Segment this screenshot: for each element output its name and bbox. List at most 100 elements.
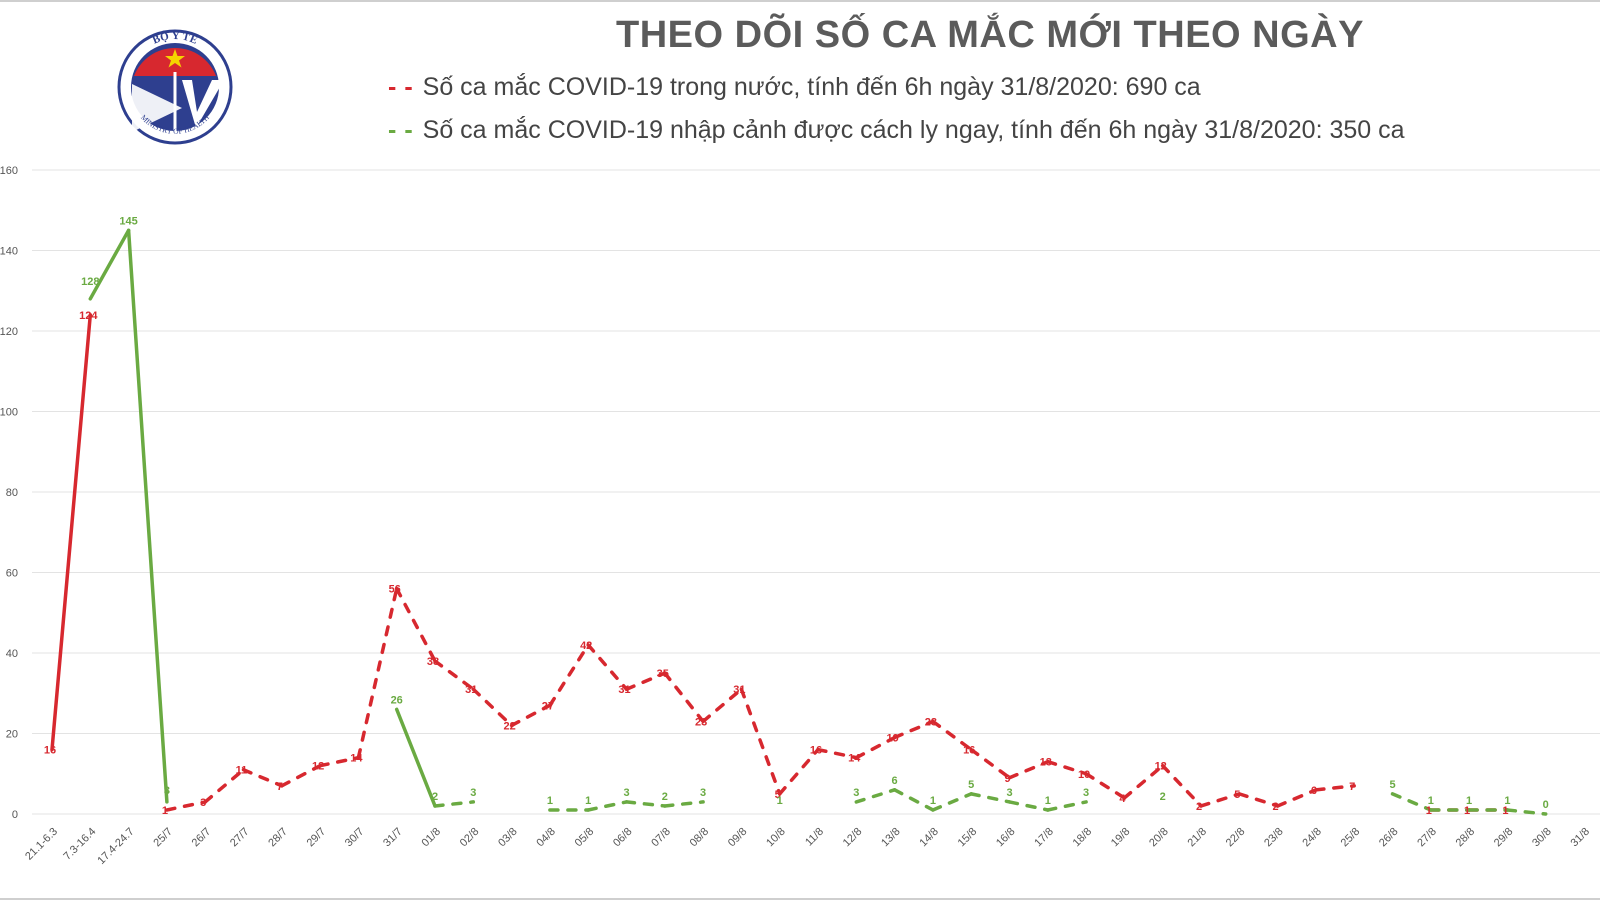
data-label: 6 bbox=[892, 775, 898, 787]
data-label: 2 bbox=[662, 791, 668, 803]
x-tick-label: 10/8 bbox=[764, 826, 788, 850]
y-tick-label: 140 bbox=[0, 246, 18, 258]
y-tick-label: 80 bbox=[6, 487, 18, 499]
data-label: 16 bbox=[810, 745, 822, 757]
x-tick-label: 06/8 bbox=[611, 826, 635, 850]
series-segment bbox=[624, 671, 667, 691]
data-label: 6 bbox=[1311, 785, 1317, 797]
series-segment bbox=[1160, 763, 1203, 808]
series-segment bbox=[1199, 792, 1242, 808]
series-segment bbox=[969, 792, 1012, 804]
series-segment bbox=[356, 586, 399, 760]
data-label: 1 bbox=[162, 805, 168, 817]
series-segment bbox=[663, 800, 705, 808]
data-label: 1 bbox=[1504, 795, 1510, 807]
series-segment bbox=[854, 735, 897, 760]
data-label: 1 bbox=[1464, 805, 1470, 817]
series-segment bbox=[1046, 800, 1088, 812]
series-segment bbox=[471, 687, 514, 728]
data-label: 12 bbox=[312, 761, 324, 773]
logo-text-top: BỘ Y TẾ bbox=[151, 29, 200, 46]
x-tick-label: 14/8 bbox=[917, 826, 941, 850]
data-label: 31 bbox=[618, 684, 630, 696]
x-tick-label: 31/8 bbox=[1568, 826, 1592, 850]
x-tick-label: 09/8 bbox=[726, 826, 750, 850]
series-segment bbox=[663, 671, 705, 724]
data-label: 1 bbox=[930, 795, 936, 807]
data-label: 2 bbox=[432, 791, 438, 803]
series-segment bbox=[931, 792, 973, 812]
data-label: 1 bbox=[1428, 795, 1434, 807]
legend-swatch-imported: -- bbox=[388, 116, 421, 144]
x-tick-label: 16/8 bbox=[994, 826, 1018, 850]
data-label: 27 bbox=[542, 700, 554, 712]
data-label: 11 bbox=[236, 765, 248, 777]
data-label: 0 bbox=[1543, 799, 1549, 811]
series-segment bbox=[816, 747, 859, 760]
series-segment bbox=[586, 643, 629, 691]
x-tick-label: 07/8 bbox=[649, 826, 673, 850]
data-label: 124 bbox=[79, 310, 98, 322]
series-segment bbox=[739, 687, 782, 796]
series-segment bbox=[969, 747, 1012, 780]
series-segment bbox=[1007, 759, 1050, 780]
series-segment bbox=[433, 659, 476, 691]
data-label: 14 bbox=[350, 753, 363, 765]
data-label: 3 bbox=[164, 785, 170, 797]
data-label: 56 bbox=[389, 584, 401, 596]
x-tick-label: 21/8 bbox=[1185, 826, 1209, 850]
data-label: 7 bbox=[1349, 781, 1355, 793]
series-segment bbox=[318, 755, 361, 768]
x-tick-label: 30/8 bbox=[1530, 826, 1554, 850]
legend-label-domestic: Số ca mắc COVID-19 trong nước, tính đến … bbox=[422, 73, 1201, 101]
x-tick-label: 01/8 bbox=[419, 826, 443, 850]
data-label: 2 bbox=[1196, 801, 1202, 813]
x-tick-label: 23/8 bbox=[1262, 826, 1286, 850]
series-segment bbox=[88, 228, 131, 301]
data-label: 3 bbox=[700, 787, 706, 799]
x-tick-label: 28/7 bbox=[266, 826, 290, 850]
series-segment bbox=[509, 703, 552, 728]
series-segment bbox=[50, 313, 93, 752]
series-segment bbox=[1275, 788, 1318, 808]
chart-title: THEO DÕI SỐ CA MẮC MỚI THEO NGÀY bbox=[616, 14, 1364, 56]
series-segment bbox=[1314, 784, 1356, 792]
data-label: 3 bbox=[1083, 787, 1089, 799]
series-segment bbox=[586, 800, 629, 812]
y-tick-label: 160 bbox=[0, 165, 18, 177]
series-segment bbox=[394, 707, 437, 808]
data-label: 2 bbox=[1273, 801, 1279, 813]
data-label: 19 bbox=[886, 733, 898, 745]
data-label: 10 bbox=[1078, 769, 1090, 781]
data-label: 38 bbox=[427, 656, 439, 668]
x-tick-label: 05/8 bbox=[573, 826, 597, 850]
x-tick-label: 29/8 bbox=[1492, 826, 1516, 850]
x-tick-label: 02/8 bbox=[458, 826, 482, 850]
data-label: 5 bbox=[1389, 779, 1395, 791]
data-label: 1 bbox=[585, 795, 591, 807]
x-tick-label: 27/8 bbox=[1415, 826, 1439, 850]
x-tick-label: 24/8 bbox=[1300, 826, 1324, 850]
x-tick-label: 20/8 bbox=[1147, 826, 1171, 850]
data-label: 31 bbox=[465, 684, 477, 696]
y-tick-label: 0 bbox=[12, 809, 18, 821]
x-tick-label: 7.3-16.4 bbox=[61, 826, 98, 863]
series-segment bbox=[394, 586, 437, 663]
series-segment bbox=[126, 228, 169, 804]
x-tick-label: 13/8 bbox=[879, 826, 903, 850]
data-label: 2 bbox=[1160, 791, 1166, 803]
data-label: 16 bbox=[44, 745, 56, 757]
x-tick-label: 18/8 bbox=[1071, 826, 1095, 850]
x-tick-label: 27/7 bbox=[228, 826, 252, 850]
series-segment bbox=[241, 767, 284, 788]
data-label: 3 bbox=[200, 797, 206, 809]
x-tick-label: 12/8 bbox=[841, 826, 865, 850]
data-label: 128 bbox=[81, 276, 99, 288]
x-tick-label: 26/7 bbox=[190, 826, 214, 850]
series-segment bbox=[1390, 792, 1433, 812]
data-label: 1 bbox=[1426, 805, 1432, 817]
data-label: 4 bbox=[1119, 793, 1126, 805]
data-label: 35 bbox=[657, 668, 669, 680]
series-segment bbox=[701, 687, 744, 724]
